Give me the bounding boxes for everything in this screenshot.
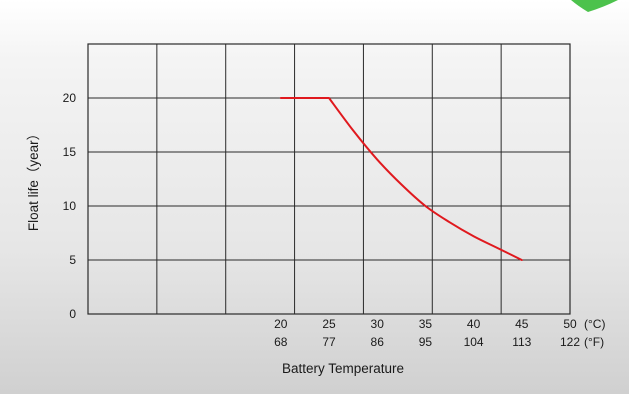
x-tick-label-celsius: 35: [419, 317, 433, 331]
y-tick-label: 20: [63, 91, 77, 105]
y-axis-title: Float life（year）: [26, 127, 41, 231]
x-tick-label-fahrenheit: 68: [274, 335, 288, 349]
x-tick-label-fahrenheit: 77: [322, 335, 336, 349]
series-layer: [279, 97, 523, 261]
plot-frame: [87, 43, 571, 315]
x-tick-label-fahrenheit: 122: [560, 335, 580, 349]
y-axis-ticks: 0 5 10 15 20: [63, 91, 77, 321]
x-tick-label-fahrenheit: 104: [464, 335, 484, 349]
x-tick-label-celsius: 25: [322, 317, 336, 331]
grid: [87, 43, 571, 315]
corner-leaf-mark: [571, 0, 618, 12]
x-tick-label-fahrenheit: 86: [371, 335, 385, 349]
y-tick-label: 10: [63, 199, 77, 213]
x-tick-label-celsius: 20: [274, 317, 288, 331]
x-tick-label-celsius: 45: [515, 317, 529, 331]
x-axis-title: Battery Temperature: [282, 361, 404, 376]
x-tick-label-celsius: 30: [371, 317, 385, 331]
x-tick-label-fahrenheit: 113: [512, 335, 531, 349]
x-tick-label-celsius: 40: [467, 317, 481, 331]
x-unit-celsius: (°C): [584, 317, 605, 331]
y-tick-label: 5: [69, 253, 76, 267]
leaf-shape: [571, 0, 618, 12]
x-tick-label-fahrenheit: 95: [419, 335, 433, 349]
x-unit-fahrenheit: (°F): [584, 335, 604, 349]
series-line-0: [279, 97, 523, 261]
y-tick-label: 0: [69, 307, 76, 321]
y-tick-label: 15: [63, 145, 77, 159]
x-tick-label-celsius: 50: [563, 317, 577, 331]
x-axis-ticks: 20 25 30 35 40 45 50 68 77 86 95 104 113 122: [274, 317, 580, 349]
